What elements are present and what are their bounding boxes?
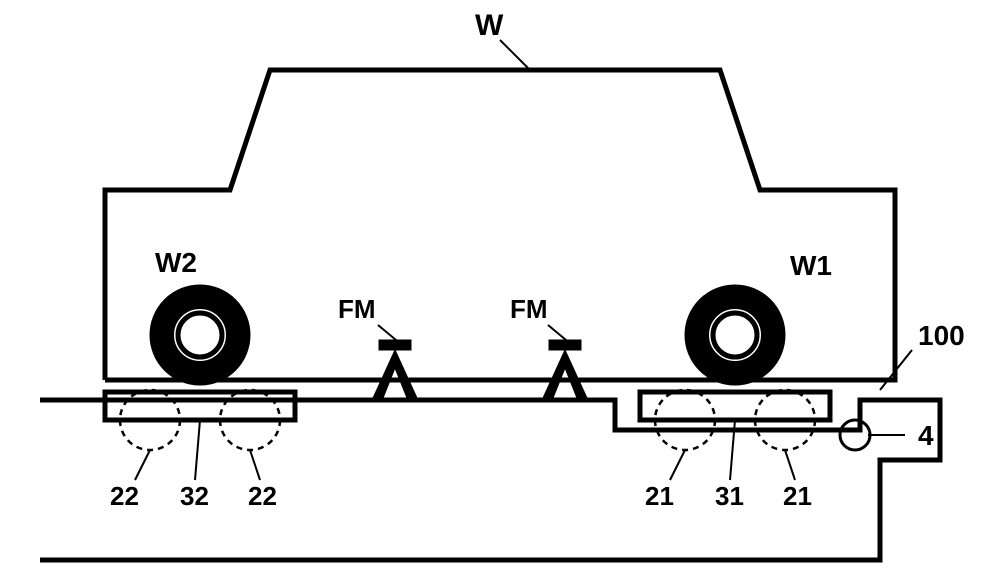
- roller-4: [840, 420, 870, 450]
- label-W1: W1: [790, 250, 832, 281]
- leader-21b: [785, 450, 795, 480]
- leader-32: [195, 420, 200, 480]
- label-22b: 22: [248, 481, 277, 511]
- label-W: W: [475, 9, 504, 42]
- wheel-W1: [687, 287, 783, 383]
- label-W2: W2: [155, 247, 197, 278]
- label-4: 4: [918, 420, 934, 451]
- patent-diagram: W W2 W1 FM FM 100 4 22 32 22 21 31 21: [0, 0, 1000, 570]
- wheel-W1-hub: [713, 313, 757, 357]
- labels: W W2 W1 FM FM 100 4 22 32 22 21 31 21: [110, 9, 965, 511]
- label-100: 100: [918, 320, 965, 351]
- jack-left: [373, 340, 417, 398]
- label-21b: 21: [783, 481, 812, 511]
- label-22a: 22: [110, 481, 139, 511]
- label-FMr: FM: [510, 294, 548, 324]
- label-FMl: FM: [338, 294, 376, 324]
- leader-22b: [250, 450, 260, 480]
- leader-W: [500, 40, 530, 70]
- jack-right: [543, 340, 587, 398]
- label-32: 32: [180, 481, 209, 511]
- wheel-W2: [152, 287, 248, 383]
- right-assembly: [640, 390, 870, 450]
- wheel-W2-hub: [178, 313, 222, 357]
- label-21a: 21: [645, 481, 674, 511]
- leader-21a: [670, 450, 685, 480]
- leader-22a: [135, 450, 150, 480]
- label-31: 31: [715, 481, 744, 511]
- base-outline: [40, 400, 940, 560]
